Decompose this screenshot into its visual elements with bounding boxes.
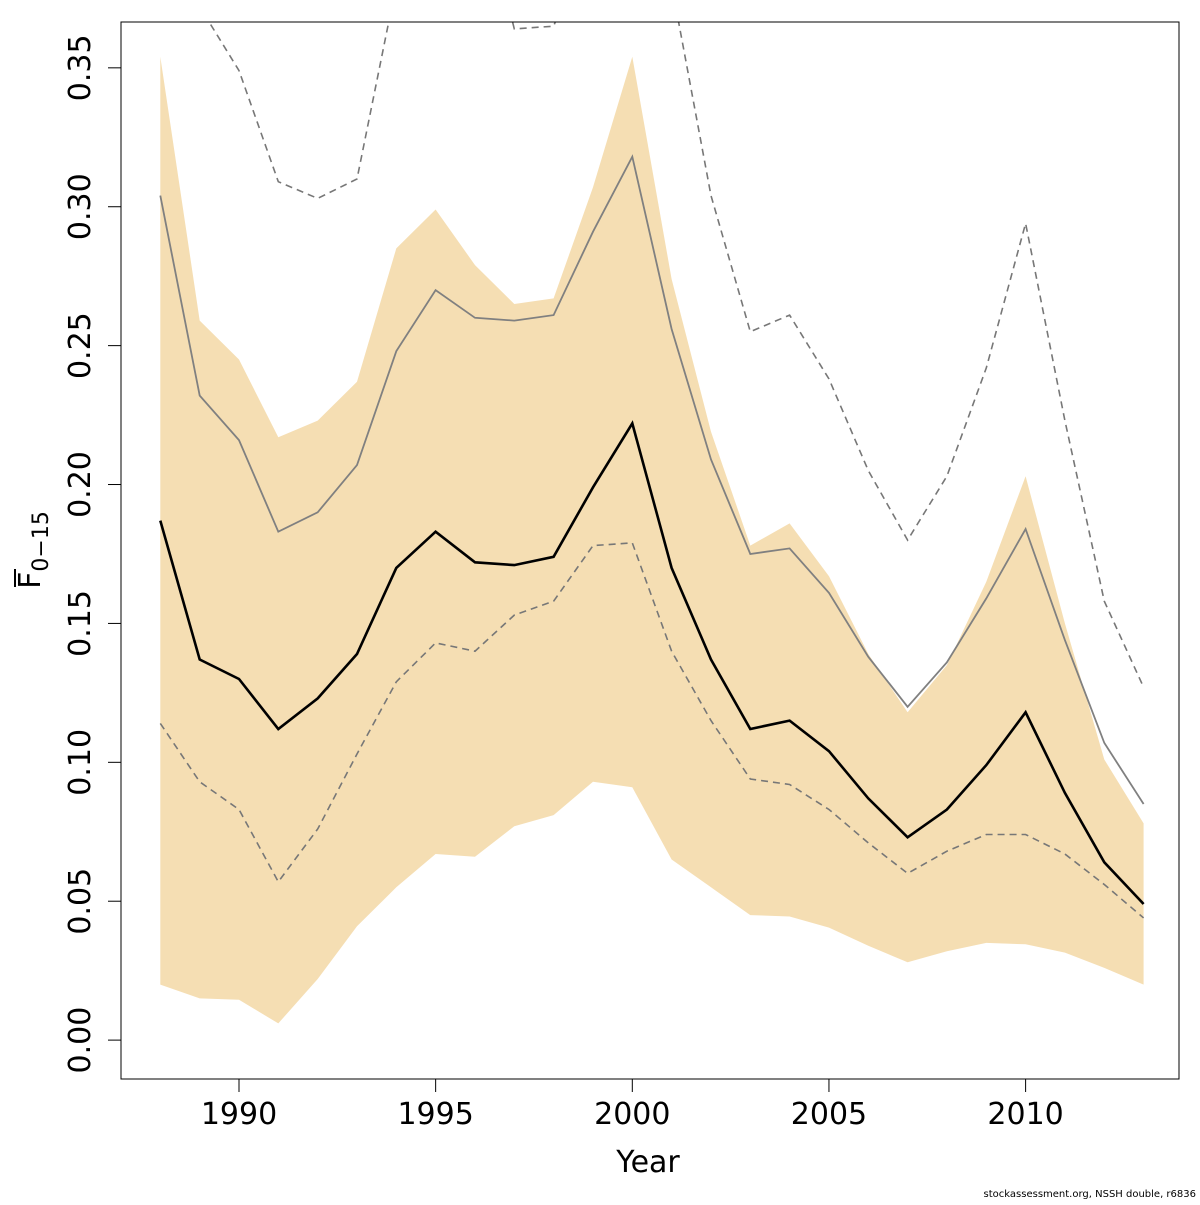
x-tick-label: 2010	[987, 1097, 1063, 1132]
x-tick-label: 1990	[201, 1097, 277, 1132]
y-tick-label: 0.25	[63, 312, 98, 379]
y-tick-label: 0.30	[63, 173, 98, 240]
y-tick-label: 0.05	[63, 868, 98, 935]
x-tick-label: 1995	[397, 1097, 473, 1132]
y-axis-title-main: F	[13, 572, 48, 589]
plot-area	[159, 22, 1145, 1024]
y-tick-label: 0.10	[63, 729, 98, 796]
y-tick-label: 0.20	[63, 451, 98, 518]
x-axis-title: Year	[615, 1145, 680, 1180]
series-line-black-solid	[159, 420, 1145, 905]
y-tick-label: 0.00	[63, 1007, 98, 1074]
y-axis-title: F0−15	[13, 511, 54, 589]
y-axis-title-subscript: 0−15	[29, 511, 54, 571]
x-tick-label: 2005	[791, 1097, 867, 1132]
x-tick-label: 2000	[594, 1097, 670, 1132]
x-axis: 1990 1995 2000 2005 2010	[201, 1078, 1064, 1132]
y-axis: 0.00 0.05 0.10 0.15 0.20 0.25 0.30 0.35	[63, 34, 122, 1074]
y-tick-label: 0.35	[63, 34, 98, 101]
series-line-dashed-upper	[208, 22, 1145, 688]
footer-note: stockassessment.org, NSSH double, r6836	[984, 1189, 1196, 1200]
confidence-band	[160, 56, 1144, 1024]
y-tick-label: 0.15	[63, 590, 98, 657]
svg-text:F0−15: F0−15	[13, 511, 54, 589]
series-line-dashed-lower	[159, 542, 1145, 919]
series-line-grey-solid	[159, 154, 1145, 805]
